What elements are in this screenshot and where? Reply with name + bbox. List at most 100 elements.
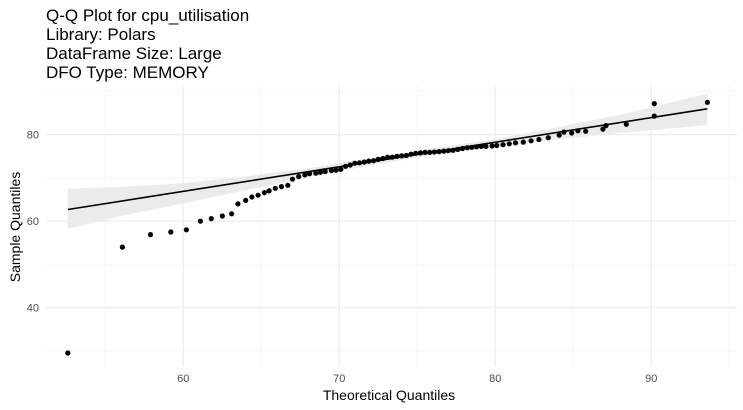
data-point [403, 152, 409, 159]
data-point [417, 150, 423, 156]
data-point [366, 158, 372, 164]
data-point [651, 113, 657, 119]
data-point [328, 168, 334, 174]
chart-title: Q-Q Plot for cpu_utilisation Library: Po… [46, 6, 249, 82]
data-point [380, 155, 386, 162]
data-point [119, 244, 125, 250]
data-point [243, 197, 249, 203]
data-point [338, 166, 344, 172]
data-point [296, 174, 302, 180]
data-point [445, 148, 451, 154]
data-point [394, 153, 400, 159]
data-point [478, 143, 484, 149]
data-point [561, 129, 567, 135]
data-point [352, 160, 358, 166]
data-point [375, 156, 381, 162]
data-point [278, 184, 285, 190]
data-point [545, 135, 551, 141]
data-point [208, 216, 214, 222]
data-point [413, 150, 419, 156]
title-line-4: DFO Type: MEMORY [46, 63, 209, 82]
data-point [431, 149, 437, 155]
data-point [500, 142, 506, 148]
data-point [385, 154, 391, 160]
data-point [361, 159, 367, 165]
data-point [436, 149, 442, 155]
data-point [427, 149, 433, 155]
data-point [483, 143, 489, 149]
y-tick-label: 40 [27, 303, 39, 315]
data-point [255, 192, 261, 198]
data-point [356, 160, 363, 166]
data-point [235, 201, 241, 207]
data-point [603, 123, 609, 129]
data-point [459, 145, 466, 152]
x-tick-label: 90 [645, 373, 657, 385]
title-line-1: Q-Q Plot for cpu_utilisation [46, 6, 250, 25]
data-point [347, 162, 353, 168]
data-point [494, 142, 500, 149]
data-point [528, 138, 534, 144]
data-point [183, 227, 189, 233]
data-point [520, 139, 526, 145]
data-point [512, 140, 519, 146]
title-line-3: DataFrame Size: Large [46, 44, 222, 63]
data-point [569, 130, 575, 136]
data-point [455, 146, 461, 152]
data-point [261, 190, 267, 196]
data-point [600, 126, 606, 132]
data-point [65, 350, 71, 356]
data-point [266, 188, 272, 194]
x-tick-labels: 60 70 80 90 [177, 373, 657, 385]
x-tick-label: 70 [333, 373, 345, 385]
y-tick-labels: 40 60 80 [27, 130, 39, 315]
data-point [371, 158, 377, 164]
data-point [219, 213, 225, 219]
x-tick-label: 60 [177, 373, 189, 385]
data-point [489, 143, 495, 149]
data-point [302, 172, 308, 178]
y-axis-title: Sample Quantiles [7, 172, 23, 283]
data-point [249, 194, 255, 200]
data-point [313, 170, 319, 176]
data-point [469, 144, 475, 150]
data-point [583, 128, 589, 134]
major-gridlines [46, 85, 737, 366]
data-point [441, 148, 447, 154]
data-point [450, 147, 456, 153]
data-point [575, 128, 581, 134]
data-point [197, 218, 203, 224]
sample-points [65, 99, 711, 356]
data-point [408, 151, 414, 157]
data-point [623, 121, 629, 127]
data-point [317, 169, 324, 175]
data-point [399, 153, 405, 159]
data-point [536, 136, 542, 143]
data-point [147, 232, 154, 238]
x-axis-title: Theoretical Quantiles [323, 387, 455, 403]
data-point [272, 185, 278, 191]
x-tick-label: 80 [489, 373, 501, 385]
data-point [556, 132, 562, 138]
data-point [651, 101, 657, 107]
data-point [704, 99, 711, 105]
data-point [333, 167, 339, 173]
minor-gridlines [46, 85, 737, 366]
data-point [342, 163, 349, 169]
data-point [464, 145, 470, 151]
confidence-band [67, 93, 708, 229]
y-tick-label: 80 [27, 130, 39, 142]
y-tick-label: 60 [27, 216, 39, 228]
data-point [285, 182, 291, 188]
data-point [389, 154, 395, 160]
data-point [422, 149, 428, 155]
data-point [307, 171, 313, 177]
data-point [473, 144, 480, 150]
data-point [506, 141, 512, 147]
data-point [229, 211, 235, 217]
title-line-2: Library: Polars [46, 25, 156, 44]
data-point [289, 176, 296, 182]
data-point [168, 229, 174, 235]
data-point [322, 168, 328, 175]
